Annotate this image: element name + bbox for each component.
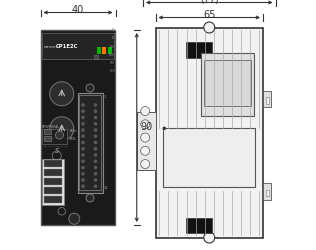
Text: PERIPHERAL: PERIPHERAL (42, 124, 60, 128)
Circle shape (82, 166, 84, 169)
Text: 00 01 02 03: 00 01 02 03 (44, 138, 59, 139)
Circle shape (94, 185, 97, 188)
Circle shape (94, 178, 97, 182)
Bar (101, 102, 104, 105)
Text: S: S (54, 148, 59, 154)
Circle shape (82, 104, 84, 106)
Circle shape (94, 172, 97, 175)
Circle shape (204, 22, 215, 33)
Circle shape (141, 106, 150, 116)
Bar (97, 47, 101, 54)
Bar (40, 30, 116, 225)
Bar (102, 47, 106, 54)
Circle shape (58, 208, 65, 215)
Bar (44, 160, 62, 166)
Circle shape (141, 120, 150, 129)
Circle shape (94, 122, 97, 125)
Text: AUX: AUX (110, 44, 115, 48)
Circle shape (141, 146, 150, 155)
Bar (185, 42, 212, 58)
Bar (101, 143, 104, 147)
Text: 00 01 02 03 04 05: 00 01 02 03 04 05 (44, 146, 67, 147)
Text: ERR: ERR (110, 61, 115, 65)
Circle shape (82, 172, 84, 175)
Text: 40: 40 (72, 5, 84, 15)
Circle shape (82, 160, 84, 163)
Circle shape (86, 84, 94, 92)
Circle shape (56, 131, 64, 139)
Bar (263, 184, 270, 200)
Bar (101, 151, 104, 155)
Circle shape (82, 116, 84, 119)
Text: 11: 11 (104, 186, 108, 190)
Circle shape (141, 133, 150, 142)
Bar (101, 93, 104, 97)
Bar (101, 110, 104, 114)
Text: (77): (77) (200, 0, 218, 5)
Text: SD: SD (112, 36, 115, 40)
Circle shape (204, 232, 215, 243)
Bar (163, 128, 255, 187)
Bar (101, 126, 104, 130)
Circle shape (94, 160, 97, 163)
Circle shape (86, 194, 94, 202)
Bar (44, 136, 51, 141)
Text: omron: omron (44, 45, 58, 49)
Circle shape (141, 160, 150, 168)
Bar (108, 47, 112, 54)
Circle shape (94, 128, 97, 132)
Bar (185, 218, 212, 232)
Circle shape (82, 122, 84, 125)
Circle shape (82, 178, 84, 182)
Text: BOL: BOL (70, 136, 77, 140)
Bar (44, 186, 62, 194)
Text: 65: 65 (203, 10, 216, 20)
Circle shape (94, 166, 97, 169)
Circle shape (94, 110, 97, 113)
Circle shape (94, 116, 97, 119)
Bar (101, 134, 104, 138)
Circle shape (82, 147, 84, 150)
Circle shape (82, 110, 84, 113)
Bar (265, 190, 269, 196)
Bar (44, 128, 51, 134)
Text: CP1E2C: CP1E2C (56, 44, 78, 50)
Circle shape (94, 147, 97, 150)
Bar (155, 28, 263, 238)
Text: RUN: RUN (110, 69, 115, 73)
Bar (263, 91, 270, 107)
Circle shape (82, 135, 84, 138)
Circle shape (82, 154, 84, 156)
Circle shape (50, 117, 74, 141)
Text: 1: 1 (104, 95, 106, 99)
Bar (42, 129, 67, 144)
Circle shape (94, 135, 97, 138)
Circle shape (82, 128, 84, 132)
Bar (101, 118, 104, 122)
Text: 90: 90 (141, 122, 153, 132)
Circle shape (162, 126, 166, 130)
Circle shape (82, 141, 84, 144)
Text: BOn: BOn (70, 129, 77, 133)
Circle shape (82, 185, 84, 188)
Bar (42, 32, 114, 59)
Bar (265, 97, 269, 103)
Bar (94, 55, 98, 59)
Circle shape (50, 82, 74, 106)
Circle shape (94, 154, 97, 156)
Circle shape (94, 141, 97, 144)
Bar (42, 159, 64, 205)
Text: PWR: PWR (109, 53, 115, 57)
Bar (137, 112, 155, 170)
Bar (44, 168, 62, 175)
Bar (204, 60, 251, 106)
Text: RD: RD (111, 28, 115, 32)
Bar (44, 178, 62, 184)
Circle shape (94, 104, 97, 106)
Bar (201, 53, 254, 116)
Bar (77, 92, 102, 192)
Bar (44, 196, 62, 202)
Circle shape (69, 213, 80, 224)
